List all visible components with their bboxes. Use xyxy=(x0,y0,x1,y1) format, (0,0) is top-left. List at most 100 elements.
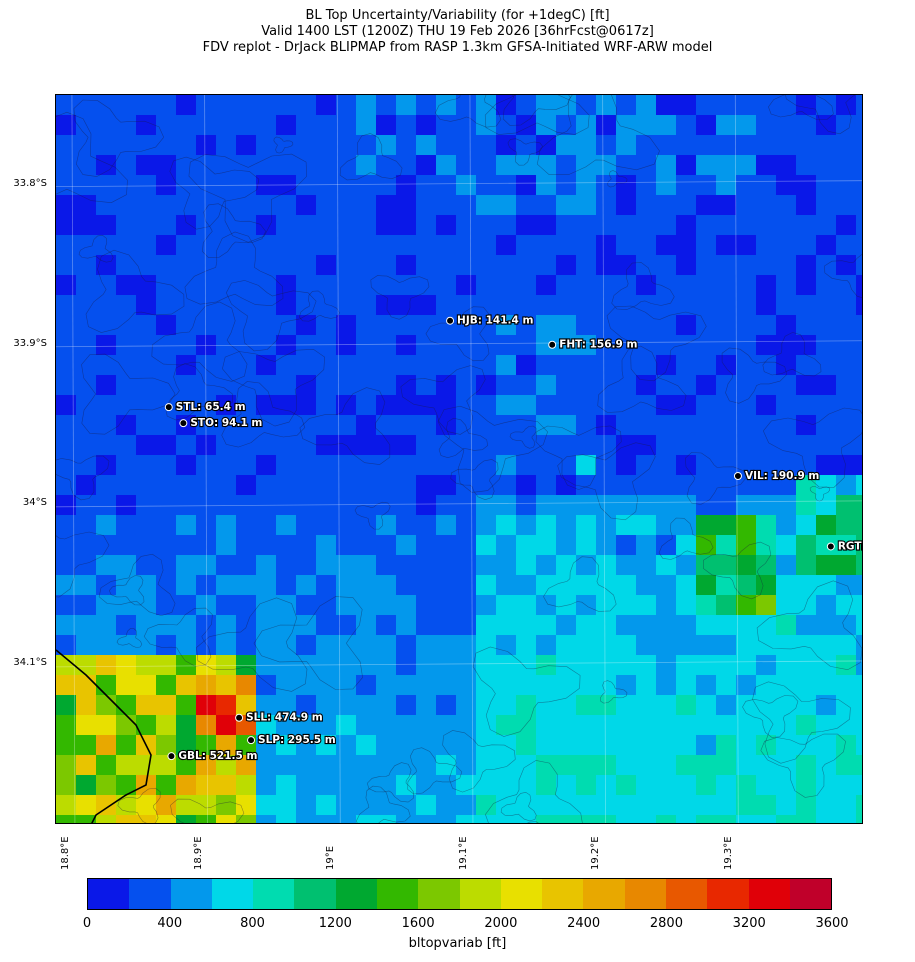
raster-cell xyxy=(196,575,216,595)
raster-cell xyxy=(656,335,676,355)
raster-cell xyxy=(476,595,496,615)
raster-cell xyxy=(436,455,456,475)
raster-cell xyxy=(376,555,396,575)
raster-cell xyxy=(596,755,616,775)
raster-cell xyxy=(596,775,616,795)
contour-line xyxy=(434,95,502,128)
raster-cell xyxy=(676,155,696,175)
station-marker-stl[interactable] xyxy=(164,403,173,412)
raster-cell xyxy=(476,815,496,823)
raster-cell xyxy=(816,435,836,455)
raster-cell xyxy=(176,675,196,695)
raster-cell xyxy=(516,275,536,295)
raster-cell xyxy=(356,155,376,175)
raster-cell xyxy=(656,295,676,315)
raster-cell xyxy=(616,495,636,515)
raster-cell xyxy=(816,335,836,355)
raster-cell xyxy=(136,155,156,175)
raster-cell xyxy=(216,115,236,135)
raster-cell xyxy=(116,315,136,335)
raster-cell xyxy=(136,255,156,275)
station-marker-sto[interactable] xyxy=(179,419,188,428)
raster-cell xyxy=(416,495,436,515)
raster-cell xyxy=(96,475,116,495)
raster-cell xyxy=(296,555,316,575)
station-marker-rgt[interactable] xyxy=(826,542,835,551)
raster-cell xyxy=(676,415,696,435)
raster-cell xyxy=(736,535,756,555)
contour-line xyxy=(500,791,537,822)
raster-cell xyxy=(336,135,356,155)
raster-cell xyxy=(416,135,436,155)
station-marker-hjb[interactable] xyxy=(446,316,455,325)
raster-cell xyxy=(176,395,196,415)
raster-cell xyxy=(656,155,676,175)
raster-cell xyxy=(196,675,216,695)
raster-cell xyxy=(516,615,536,635)
station-marker-slp[interactable] xyxy=(247,736,256,745)
raster-cell xyxy=(776,155,796,175)
raster-cell xyxy=(716,675,736,695)
station-marker-sll[interactable] xyxy=(235,713,244,722)
raster-cell xyxy=(396,495,416,515)
raster-cell xyxy=(116,155,136,175)
raster-cell xyxy=(516,255,536,275)
raster-cell xyxy=(576,615,596,635)
raster-cell xyxy=(156,795,176,815)
raster-cell xyxy=(796,175,816,195)
raster-cell xyxy=(556,155,576,175)
raster-cell xyxy=(516,715,536,735)
raster-cell xyxy=(856,415,862,435)
raster-cell xyxy=(456,815,476,823)
raster-cell xyxy=(656,495,676,515)
colorbar xyxy=(87,878,832,910)
raster-cell xyxy=(76,515,96,535)
raster-cell xyxy=(156,255,176,275)
raster-cell xyxy=(276,575,296,595)
station-label-stl: STL: 65.4 m xyxy=(176,401,246,413)
raster-cell xyxy=(756,95,776,115)
raster-cell xyxy=(496,355,516,375)
raster-cell xyxy=(196,515,216,535)
raster-cell xyxy=(276,175,296,195)
contour-line xyxy=(225,280,317,352)
raster-cell xyxy=(376,715,396,735)
raster-cell xyxy=(396,555,416,575)
station-label-hjb: HJB: 141.4 m xyxy=(457,315,533,327)
station-marker-fht[interactable] xyxy=(548,340,557,349)
raster-cell xyxy=(156,95,176,115)
raster-cell xyxy=(656,515,676,535)
raster-cell xyxy=(216,495,236,515)
raster-cell xyxy=(456,535,476,555)
raster-cell xyxy=(296,815,316,823)
raster-cell xyxy=(816,555,836,575)
raster-cell xyxy=(476,535,496,555)
raster-cell xyxy=(116,335,136,355)
raster-cell xyxy=(856,615,862,635)
station-marker-gbl[interactable] xyxy=(167,752,176,761)
raster-cell xyxy=(236,95,256,115)
raster-cell xyxy=(636,475,656,495)
raster-cell xyxy=(136,815,156,823)
colorbar-tick-label: 2800 xyxy=(649,916,683,931)
raster-cell xyxy=(596,335,616,355)
raster-cell xyxy=(336,295,356,315)
raster-cell xyxy=(616,535,636,555)
raster-cell xyxy=(56,595,76,615)
raster-cell xyxy=(696,635,716,655)
station-marker-vil[interactable] xyxy=(733,472,742,481)
raster-cell xyxy=(156,655,176,675)
raster-cell xyxy=(836,455,856,475)
raster-cell xyxy=(556,595,576,615)
raster-cell xyxy=(676,275,696,295)
raster-cell xyxy=(176,795,196,815)
raster-cell xyxy=(436,595,456,615)
colorbar-tick-label: 3200 xyxy=(732,916,766,931)
raster-cell xyxy=(536,255,556,275)
raster-cell xyxy=(676,235,696,255)
raster-cell xyxy=(316,675,336,695)
raster-cell xyxy=(336,155,356,175)
map-panel[interactable]: HJB: 141.4 m FHT: 156.9 m STL: 65.4 m STO: … xyxy=(55,94,863,824)
raster-cell xyxy=(276,555,296,575)
raster-cell xyxy=(56,135,76,155)
